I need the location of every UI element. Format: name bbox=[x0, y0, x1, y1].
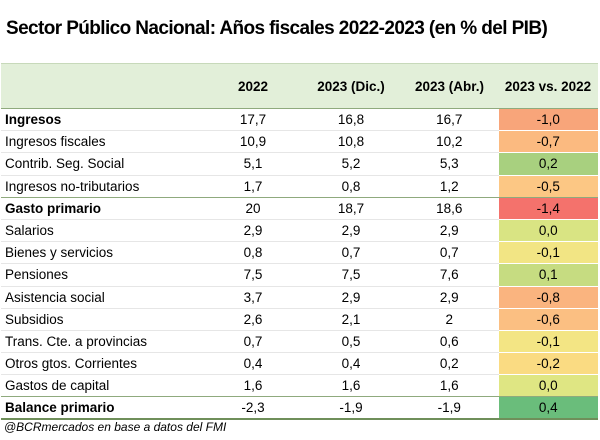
value-change: 0,0 bbox=[497, 374, 598, 398]
value-2023-abr: 2,9 bbox=[401, 219, 498, 243]
table-row: Trans. Cte. a provincias 0,7 0,5 0,6 -0,… bbox=[1, 330, 598, 354]
value-2023-dic: 0,4 bbox=[301, 352, 401, 376]
value-2022: 2,9 bbox=[205, 219, 301, 243]
value-2023-abr: 0,6 bbox=[401, 330, 498, 354]
column-header-2022: 2022 bbox=[205, 63, 301, 109]
table-row: Ingresos 17,7 16,8 16,7 -1,0 bbox=[1, 107, 598, 132]
fiscal-table: 2022 2023 (Dic.) 2023 (Abr.) 2023 vs. 20… bbox=[1, 63, 598, 421]
column-header-2023-abr: 2023 (Abr.) bbox=[401, 63, 498, 109]
value-2023-abr: 0,7 bbox=[401, 241, 498, 265]
value-2023-dic: 7,5 bbox=[301, 263, 401, 287]
value-2023-dic: 0,7 bbox=[301, 241, 401, 265]
row-label: Ingresos bbox=[1, 107, 205, 132]
value-2022: 20 bbox=[205, 197, 301, 220]
value-2023-dic: 1,6 bbox=[301, 374, 401, 398]
table-row: Balance primario -2,3 -1,9 -1,9 0,4 bbox=[1, 396, 598, 421]
value-2023-dic: 0,5 bbox=[301, 330, 401, 354]
value-change: -1,4 bbox=[497, 197, 598, 220]
value-2022: -2,3 bbox=[205, 396, 301, 421]
value-2022: 7,5 bbox=[205, 263, 301, 287]
value-2022: 0,8 bbox=[205, 241, 301, 265]
table-row: Contrib. Seg. Social 5,1 5,2 5,3 0,2 bbox=[1, 152, 598, 176]
column-header-2023-dic: 2023 (Dic.) bbox=[301, 63, 401, 109]
value-2023-abr: 10,2 bbox=[401, 130, 498, 154]
value-change: -0,1 bbox=[497, 330, 598, 354]
value-change: -1,0 bbox=[497, 107, 598, 132]
row-label: Otros gtos. Corrientes bbox=[1, 352, 205, 376]
value-2023-abr: 5,3 bbox=[401, 152, 498, 176]
table-row: Ingresos fiscales 10,9 10,8 10,2 -0,7 bbox=[1, 130, 598, 154]
value-2022: 17,7 bbox=[205, 107, 301, 132]
table-row: Subsidios 2,6 2,1 2 -0,6 bbox=[1, 308, 598, 331]
source-footnote: @BCRmercados en base a datos del FMI bbox=[4, 420, 227, 434]
value-change: -0,5 bbox=[497, 175, 598, 198]
value-2022: 5,1 bbox=[205, 152, 301, 176]
value-2022: 1,7 bbox=[205, 175, 301, 198]
row-label: Bienes y servicios bbox=[1, 241, 205, 265]
value-2023-abr: 2 bbox=[401, 308, 498, 331]
row-label: Balance primario bbox=[1, 396, 205, 421]
row-label: Gasto primario bbox=[1, 197, 205, 220]
value-2023-abr: 0,2 bbox=[401, 352, 498, 376]
value-2023-abr: 16,7 bbox=[401, 107, 498, 132]
value-change: 0,2 bbox=[497, 152, 598, 176]
value-2022: 3,7 bbox=[205, 286, 301, 309]
value-2023-abr: 2,9 bbox=[401, 286, 498, 309]
value-2023-dic: -1,9 bbox=[301, 396, 401, 421]
table-row: Bienes y servicios 0,8 0,7 0,7 -0,1 bbox=[1, 241, 598, 265]
value-2023-dic: 18,7 bbox=[301, 197, 401, 220]
value-2023-dic: 2,1 bbox=[301, 308, 401, 331]
row-label: Subsidios bbox=[1, 308, 205, 331]
value-2023-dic: 5,2 bbox=[301, 152, 401, 176]
table-row: Ingresos no-tributarios 1,7 0,8 1,2 -0,5 bbox=[1, 175, 598, 198]
table-title: Sector Público Nacional: Años fiscales 2… bbox=[6, 18, 548, 39]
value-2023-abr: 18,6 bbox=[401, 197, 498, 220]
row-label: Gastos de capital bbox=[1, 374, 205, 398]
table-row: Gasto primario 20 18,7 18,6 -1,4 bbox=[1, 197, 598, 220]
row-label: Contrib. Seg. Social bbox=[1, 152, 205, 176]
value-change: -0,7 bbox=[497, 130, 598, 154]
value-change: -0,8 bbox=[497, 286, 598, 309]
row-label: Trans. Cte. a provincias bbox=[1, 330, 205, 354]
table-row: Otros gtos. Corrientes 0,4 0,4 0,2 -0,2 bbox=[1, 352, 598, 376]
row-label: Ingresos no-tributarios bbox=[1, 175, 205, 198]
value-change: 0,0 bbox=[497, 219, 598, 243]
row-label: Ingresos fiscales bbox=[1, 130, 205, 154]
table-row: Pensiones 7,5 7,5 7,6 0,1 bbox=[1, 263, 598, 287]
value-change: 0,1 bbox=[497, 263, 598, 287]
header-row: 2022 2023 (Dic.) 2023 (Abr.) 2023 vs. 20… bbox=[1, 63, 598, 109]
value-2022: 2,6 bbox=[205, 308, 301, 331]
table-row: Gastos de capital 1,6 1,6 1,6 0,0 bbox=[1, 374, 598, 398]
value-2023-dic: 10,8 bbox=[301, 130, 401, 154]
table-row: Salarios 2,9 2,9 2,9 0,0 bbox=[1, 219, 598, 243]
value-2023-abr: 1,6 bbox=[401, 374, 498, 398]
column-header-concept bbox=[1, 63, 205, 109]
value-2023-dic: 16,8 bbox=[301, 107, 401, 132]
value-2023-abr: 1,2 bbox=[401, 175, 498, 198]
value-change: -0,2 bbox=[497, 352, 598, 376]
value-change: -0,6 bbox=[497, 308, 598, 331]
value-2023-dic: 0,8 bbox=[301, 175, 401, 198]
value-2023-abr: -1,9 bbox=[401, 396, 498, 421]
column-header-change: 2023 vs. 2022 bbox=[498, 63, 598, 109]
table-row: Asistencia social 3,7 2,9 2,9 -0,8 bbox=[1, 286, 598, 309]
row-label: Salarios bbox=[1, 219, 205, 243]
value-2023-dic: 2,9 bbox=[301, 286, 401, 309]
value-2022: 10,9 bbox=[205, 130, 301, 154]
value-2022: 1,6 bbox=[205, 374, 301, 398]
row-label: Asistencia social bbox=[1, 286, 205, 309]
value-change: -0,1 bbox=[497, 241, 598, 265]
value-2022: 0,7 bbox=[205, 330, 301, 354]
value-2023-abr: 7,6 bbox=[401, 263, 498, 287]
value-2022: 0,4 bbox=[205, 352, 301, 376]
fiscal-table-container: 2022 2023 (Dic.) 2023 (Abr.) 2023 vs. 20… bbox=[1, 63, 598, 421]
table-body: Ingresos 17,7 16,8 16,7 -1,0 Ingresos fi… bbox=[1, 107, 598, 421]
row-label: Pensiones bbox=[1, 263, 205, 287]
value-change: 0,4 bbox=[497, 396, 598, 421]
value-2023-dic: 2,9 bbox=[301, 219, 401, 243]
